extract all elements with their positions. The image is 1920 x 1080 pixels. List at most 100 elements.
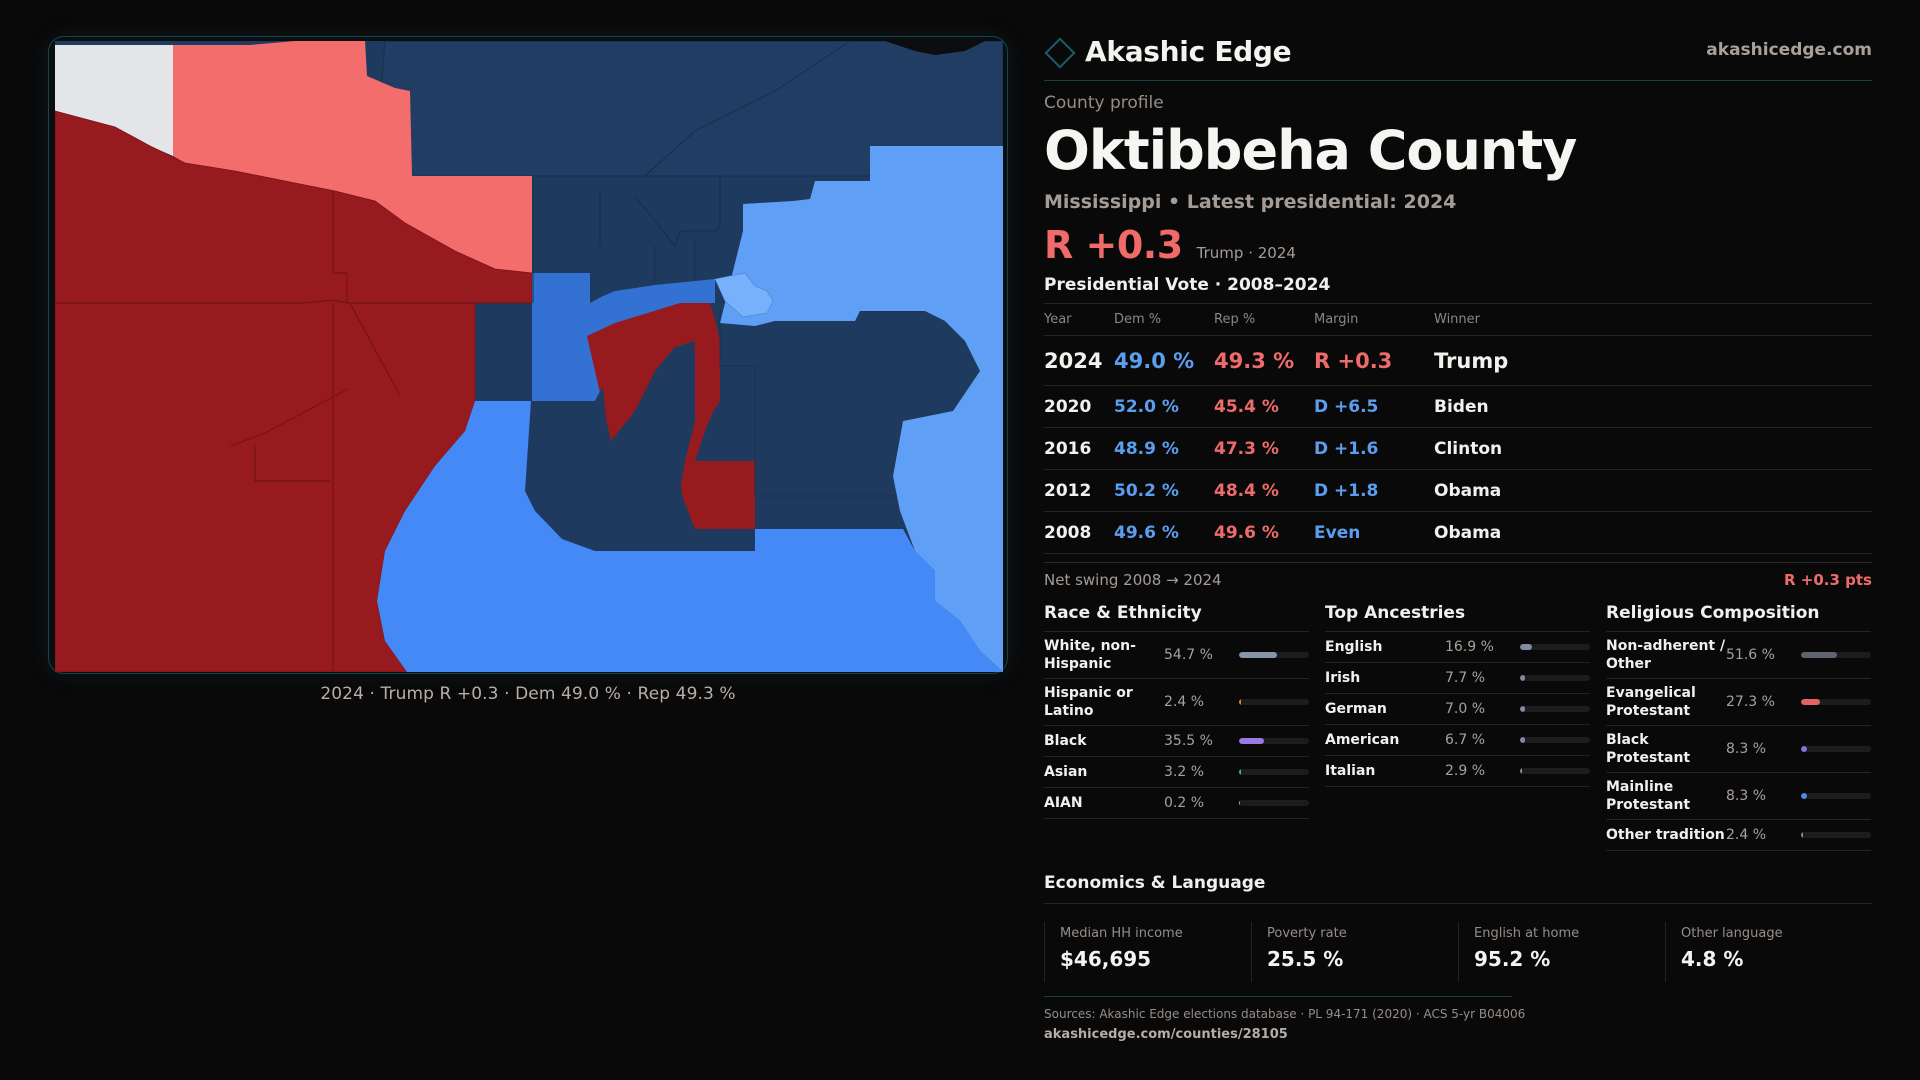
race-label: AIAN [1044,795,1083,811]
econ-label: Median HH income [1060,926,1183,941]
swing-label: Net swing 2008 → 2024 [1044,571,1222,589]
margin-cell: D +6.5 [1314,396,1379,417]
race-value: 0.2 % [1164,795,1205,811]
dem-cell: 48.9 % [1114,438,1179,459]
vote-table-header: Year Dem % Rep % Margin Winner [1044,303,1872,335]
precinct-center-likely-d[interactable] [532,273,715,401]
vote-table: Year Dem % Rep % Margin Winner 2024 49.0 … [1044,303,1872,554]
brand-name[interactable]: Akashic Edge [1085,34,1292,68]
religion-row: Black Protestant 8.3 % [1606,726,1871,773]
rep-cell: 49.6 % [1214,522,1279,543]
ancestry-label: Italian [1325,763,1376,779]
ancestry-bar [1520,706,1590,712]
race-bar-fill [1239,738,1264,744]
precinct-boundary [55,191,532,672]
brand-url[interactable]: akashicedge.com [1706,40,1872,60]
religion-label: Other tradition [1606,827,1725,843]
religion-label: Mainline Protestant [1606,779,1691,813]
year-cell: 2008 [1044,522,1092,543]
year-cell: 2012 [1044,480,1092,501]
margin-cell: D +1.8 [1314,480,1379,501]
precinct-center-slight-d[interactable] [714,272,774,318]
ancestry-value: 2.9 % [1445,763,1486,779]
race-value: 54.7 % [1164,647,1213,663]
race-row: AIAN 0.2 % [1044,788,1309,819]
religion-bar [1801,746,1871,752]
demographics: Race & Ethnicity White, non-Hispanic 54.7… [1044,603,1872,851]
precinct-map[interactable] [55,41,1003,672]
religion-label: Evangelical Protestant [1606,685,1696,719]
vote-row-2012: 2012 50.2 % 48.4 % D +1.8 Obama [1044,469,1872,511]
religion-row: Evangelical Protestant 27.3 % [1606,679,1871,726]
econ-stat: Other language 4.8 % [1665,922,1872,982]
header-divider [1044,80,1872,81]
col-winner: Winner [1434,312,1481,327]
race-bar [1239,699,1309,705]
permalink[interactable]: akashicedge.com/counties/28105 [1044,1027,1288,1042]
econ-label: Other language [1681,926,1783,941]
county-profile-panel: Akashic Edge akashicedge.com County prof… [1044,30,1872,1042]
economics-grid: Median HH income $46,695 Poverty rate 25.5 … [1044,922,1872,982]
race-label: Hispanic or Latino [1044,685,1133,719]
swing-value: R +0.3 pts [1784,571,1872,589]
headline-meta: Trump · 2024 [1196,244,1296,262]
dem-cell: 49.6 % [1114,522,1179,543]
brand-header: Akashic Edge akashicedge.com [1044,30,1872,72]
ancestry-bar-fill [1520,737,1525,743]
ancestry-bar [1520,644,1590,650]
headline-margin: R +0.3 [1044,223,1183,267]
ancestry-bar [1520,737,1590,743]
race-label: Black [1044,733,1087,749]
race-bar [1239,800,1309,806]
religion-section: Religious Composition Non-adherent / Oth… [1606,603,1871,851]
race-bar [1239,769,1309,775]
race-bar-fill [1239,769,1242,775]
precinct-north-lean-r[interactable] [173,41,532,273]
ancestry-bar-fill [1520,706,1525,712]
winner-cell: Obama [1434,480,1502,501]
vote-row-2008: 2008 49.6 % 49.6 % Even Obama [1044,511,1872,553]
dem-cell: 49.0 % [1114,348,1195,373]
econ-value: $46,695 [1060,947,1152,971]
race-bar-fill [1239,699,1242,705]
net-swing: Net swing 2008 → 2024 R +0.3 pts [1044,562,1872,589]
ancestry-bar [1520,675,1590,681]
religion-value: 51.6 % [1726,647,1775,663]
precinct-northwest-tossup[interactable] [55,45,173,156]
ancestry-value: 16.9 % [1445,639,1494,655]
race-row: White, non-Hispanic 54.7 % [1044,632,1309,679]
econ-stat: English at home 95.2 % [1458,922,1665,982]
precinct-south-safe-d[interactable] [525,349,755,551]
religion-bar-fill [1801,699,1821,705]
ancestry-bar-fill [1520,675,1526,681]
diamond-outline-icon [1044,37,1076,69]
ancestry-row: English 16.9 % [1325,632,1590,663]
rep-cell: 48.4 % [1214,480,1279,501]
precinct-south-lean-d[interactable] [377,401,1003,672]
religion-value: 8.3 % [1726,788,1767,804]
winner-cell: Clinton [1434,438,1503,459]
precinct-east-tilt-d[interactable] [720,146,1003,672]
religion-value: 8.3 % [1726,741,1767,757]
lake-shape [885,41,985,55]
rep-cell: 49.3 % [1214,348,1295,373]
religion-bar [1801,652,1871,658]
ancestry-row: Italian 2.9 % [1325,756,1590,787]
religion-label: Non-adherent / Other [1606,638,1726,672]
ancestry-row: American 6.7 % [1325,725,1590,756]
religion-bar-fill [1801,652,1838,658]
race-value: 35.5 % [1164,733,1213,749]
col-rep: Rep % [1214,312,1256,327]
ancestry-bar [1520,768,1590,774]
race-row: Asian 3.2 % [1044,757,1309,788]
precinct-center-safe-r-b[interactable] [680,341,755,529]
ancestry-value: 6.7 % [1445,732,1486,748]
col-dem: Dem % [1114,312,1162,327]
ancestry-value: 7.7 % [1445,670,1486,686]
race-ethnicity-section: Race & Ethnicity White, non-Hispanic 54.7… [1044,603,1309,851]
year-cell: 2020 [1044,396,1092,417]
eyebrow: County profile [1044,93,1164,113]
page-subtitle: Mississippi • Latest presidential: 2024 [1044,191,1457,213]
race-title: Race & Ethnicity [1044,603,1309,632]
winner-cell: Biden [1434,396,1489,417]
